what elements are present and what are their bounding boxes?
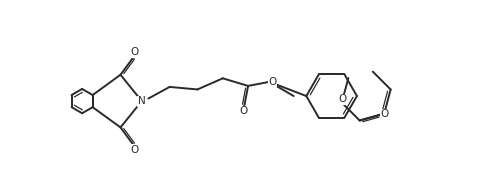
Text: O: O [338,94,346,104]
Text: O: O [239,106,247,116]
Text: O: O [268,77,276,87]
Text: O: O [380,109,388,119]
Text: N: N [138,96,145,106]
Text: O: O [130,47,139,57]
Text: O: O [130,145,139,155]
